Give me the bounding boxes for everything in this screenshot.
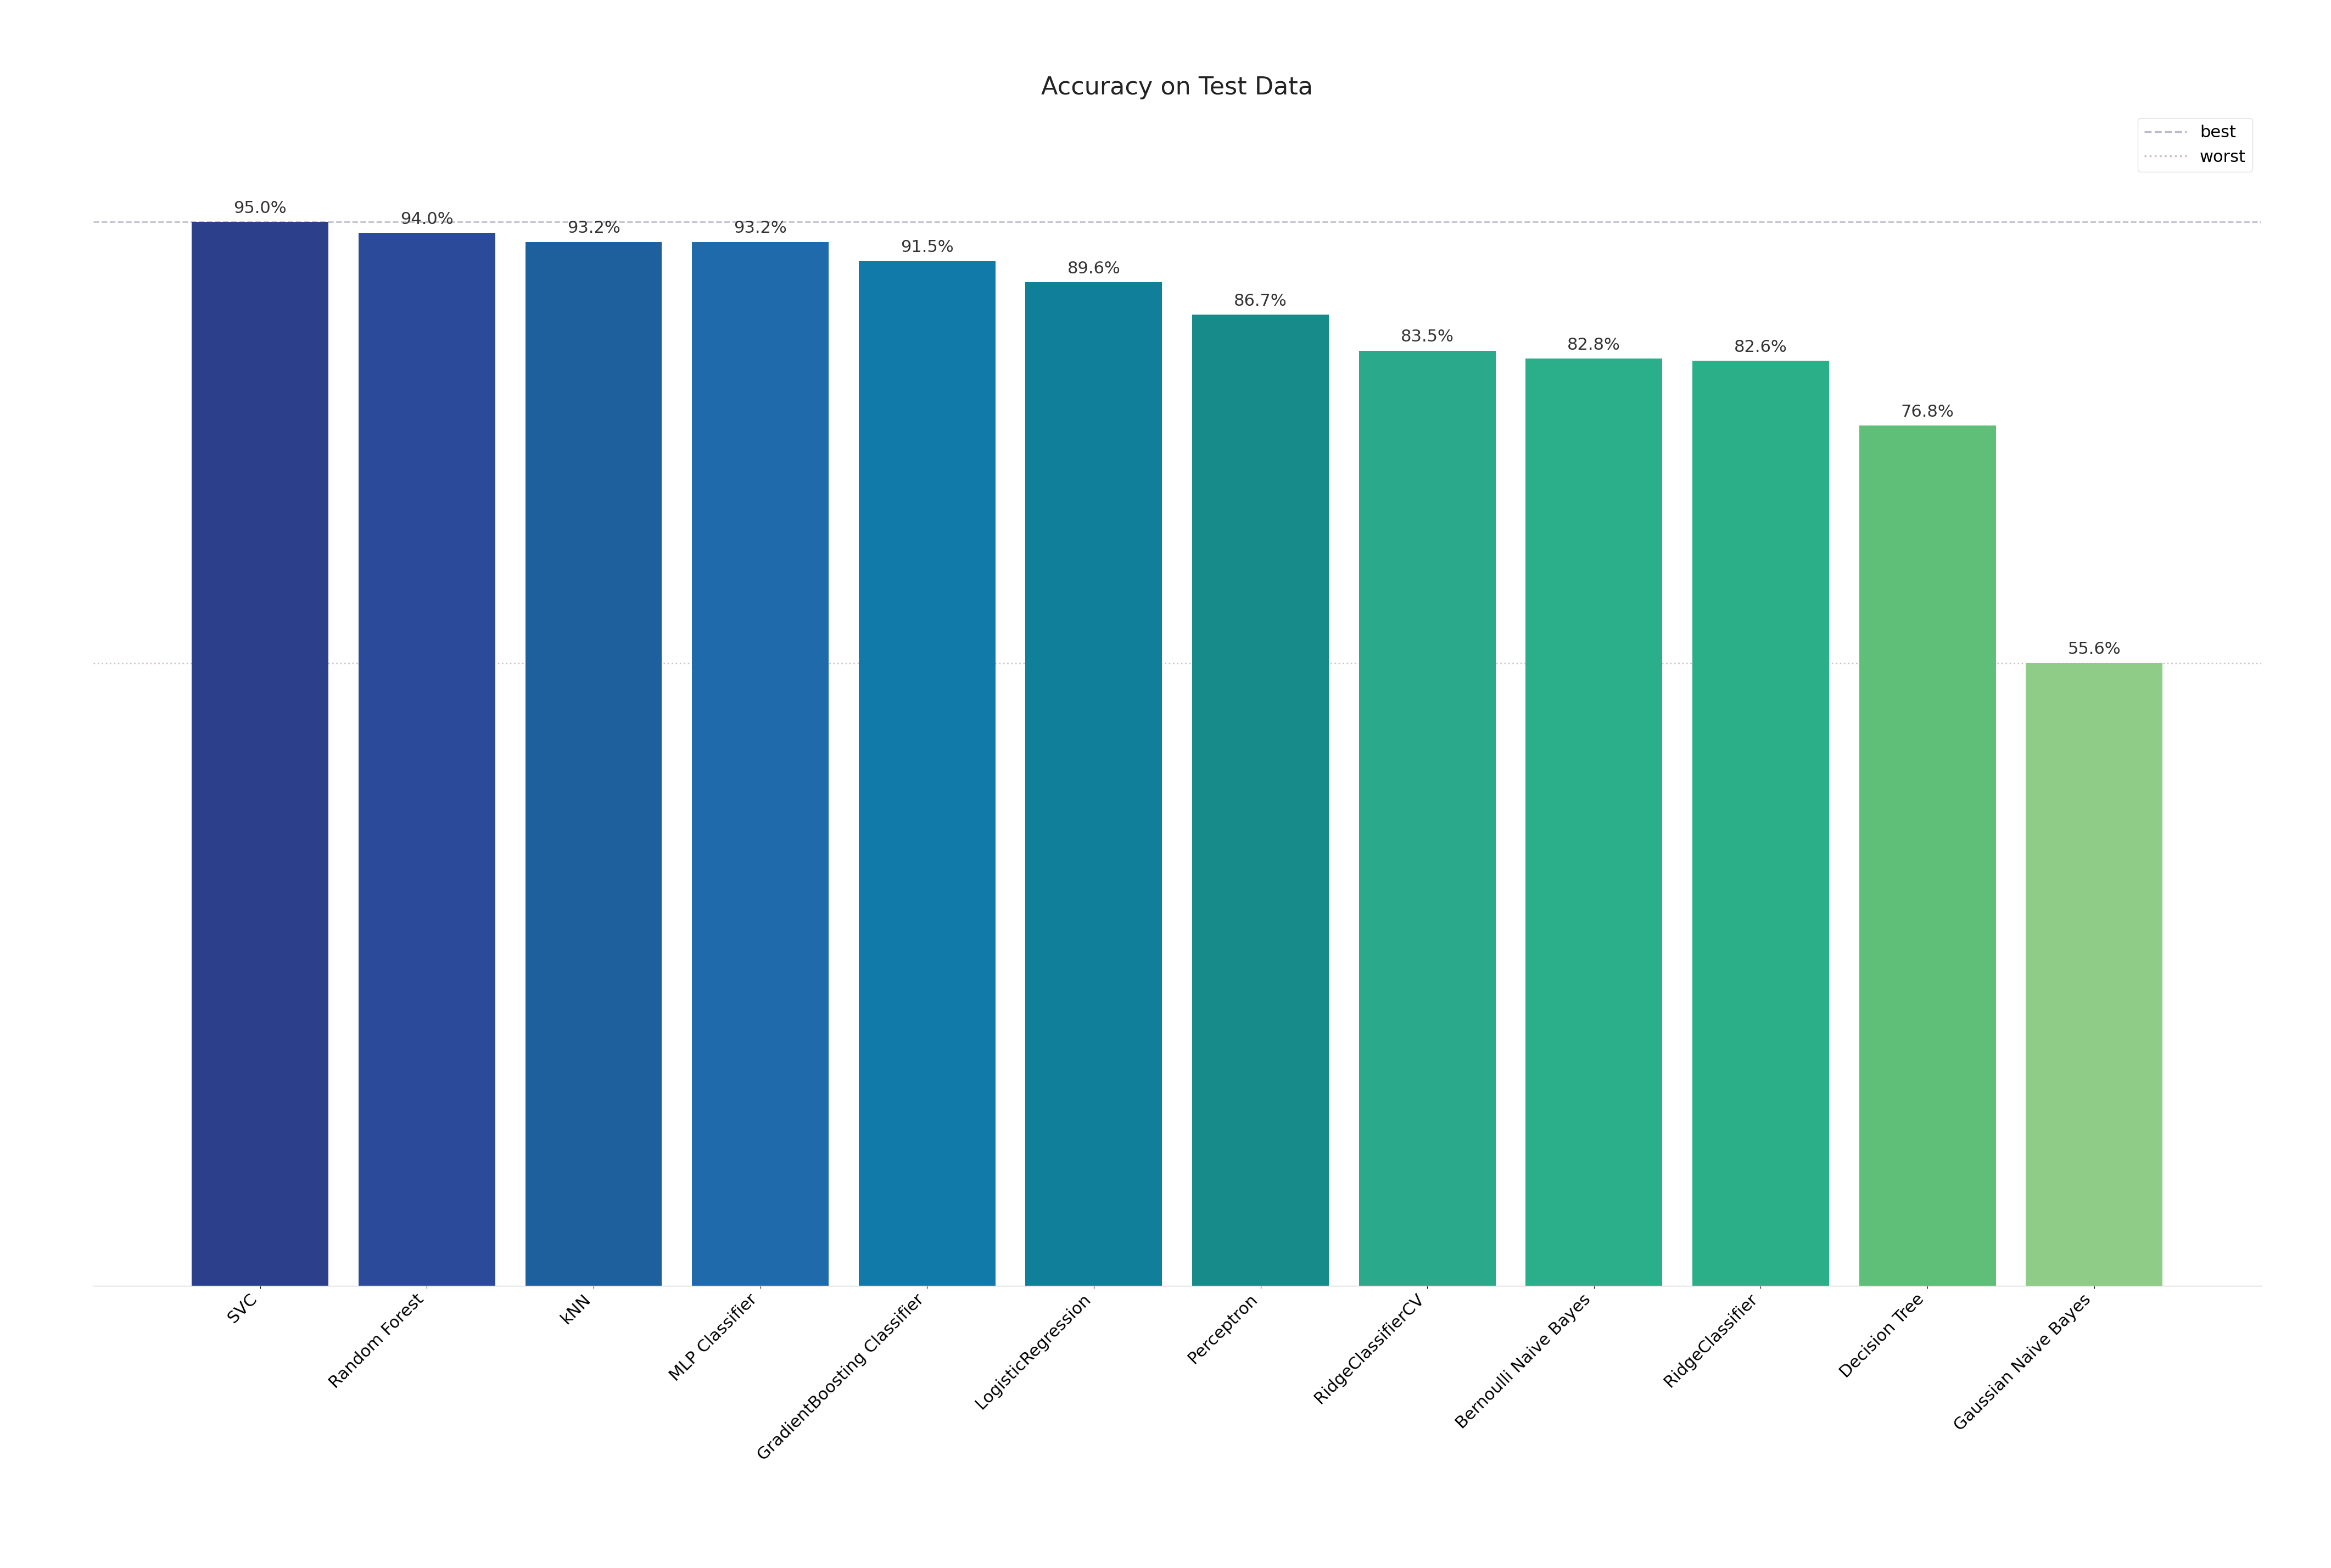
Legend: best, worst: best, worst <box>2138 118 2252 172</box>
Bar <box>524 241 662 1286</box>
Bar <box>858 260 995 1286</box>
Bar <box>1524 359 1662 1286</box>
Text: 94.0%: 94.0% <box>401 212 455 227</box>
Text: 82.8%: 82.8% <box>1566 337 1620 353</box>
Title: Accuracy on Test Data: Accuracy on Test Data <box>1042 75 1312 99</box>
Text: 93.2%: 93.2% <box>734 221 788 237</box>
Text: 83.5%: 83.5% <box>1401 329 1455 345</box>
Text: 91.5%: 91.5% <box>900 240 953 256</box>
Text: 55.6%: 55.6% <box>2068 641 2121 657</box>
Text: 86.7%: 86.7% <box>1233 293 1287 309</box>
Bar <box>359 234 494 1286</box>
Text: 82.6%: 82.6% <box>1734 339 1788 354</box>
Bar <box>1191 315 1329 1286</box>
Bar <box>692 241 830 1286</box>
Bar <box>1359 351 1497 1286</box>
Bar <box>1026 282 1163 1286</box>
Text: 93.2%: 93.2% <box>566 221 620 237</box>
Bar <box>1692 361 1830 1286</box>
Text: 95.0%: 95.0% <box>233 201 287 216</box>
Bar <box>1860 425 1995 1286</box>
Text: 76.8%: 76.8% <box>1900 405 1953 420</box>
Bar <box>191 221 329 1286</box>
Text: 89.6%: 89.6% <box>1068 260 1121 276</box>
Bar <box>2026 663 2163 1286</box>
